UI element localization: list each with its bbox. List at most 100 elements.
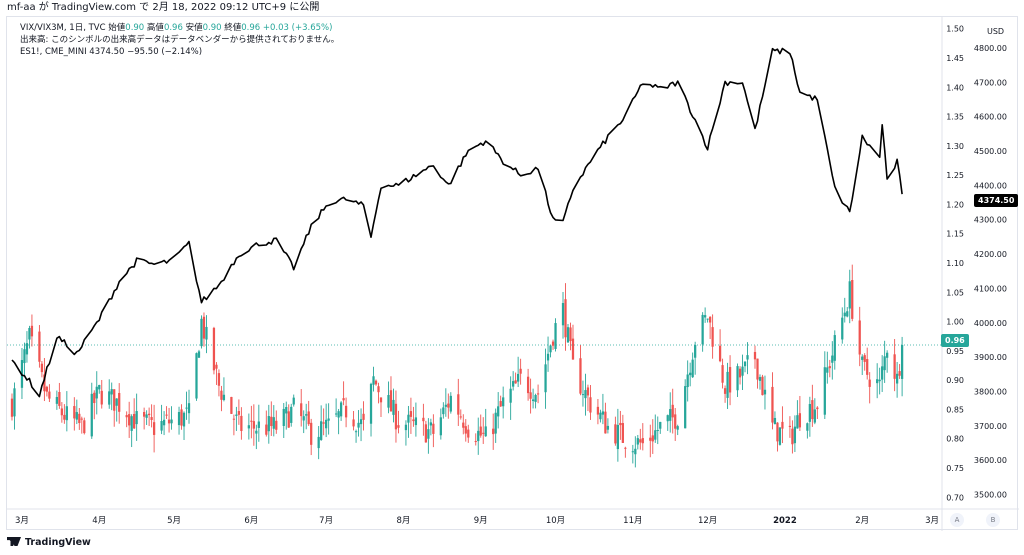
candle-body [202, 316, 206, 339]
es-tick-label: 4000.00 [974, 319, 1007, 328]
candle-body [649, 437, 652, 441]
candle-body [474, 441, 477, 443]
candle-body [143, 411, 146, 417]
candle-body [387, 395, 390, 408]
candle-body [220, 390, 223, 400]
candle-body [704, 315, 707, 318]
candle-body [531, 399, 535, 402]
candle-body [40, 363, 44, 373]
candle-body [257, 421, 260, 428]
candle-body [113, 389, 116, 411]
candle-body [409, 411, 413, 417]
time-tick-label: 3月 [15, 516, 29, 526]
candle-body [621, 423, 624, 443]
candle-body [492, 428, 495, 435]
candle-body [494, 412, 497, 434]
candle-body [761, 376, 764, 396]
candle-body [285, 407, 288, 414]
ratio-tick-label: 1.20 [946, 200, 964, 209]
candle-body [73, 406, 76, 419]
ratio-tick-label: 1.45 [946, 54, 964, 63]
es-tick-label: 3500.00 [974, 491, 1007, 500]
candle-body [217, 373, 221, 386]
candle-body [275, 420, 278, 430]
candle-body [728, 367, 732, 393]
currency-label[interactable]: USD [987, 27, 1004, 36]
candle-body [718, 345, 722, 362]
legend-open-value: 0.90 [125, 23, 145, 33]
ratio-last-price-tag: 0.96 [941, 334, 969, 347]
candle-body [484, 426, 487, 437]
candle-body [497, 406, 500, 417]
candle-body [317, 436, 320, 449]
candle-body [212, 327, 216, 371]
candle-body [195, 353, 198, 399]
currency-text: USD [987, 27, 1005, 36]
log-scale-button[interactable]: B [986, 513, 1000, 527]
candle-body [526, 376, 530, 394]
candle-body [669, 409, 672, 421]
candle-body [165, 414, 168, 416]
candle-body [200, 318, 203, 347]
candle-body [60, 408, 63, 416]
candle-body [477, 430, 480, 442]
candle-body [529, 392, 532, 399]
candle-body [571, 338, 575, 360]
candle-body [272, 417, 275, 429]
candle-body [235, 414, 238, 416]
candle-body [674, 414, 677, 429]
candle-body [900, 345, 904, 379]
candle-body [369, 383, 373, 424]
legend-compare-symbol: ES1!, CME_MINI [20, 47, 87, 57]
es-tick-label: 4100.00 [974, 284, 1007, 293]
candle-body [255, 430, 258, 434]
candle-body [282, 408, 285, 426]
es-tick-label: 4200.00 [974, 250, 1007, 259]
candle-body [624, 447, 627, 449]
candle-body [861, 356, 864, 360]
candle-body [128, 414, 131, 426]
candle-body [80, 418, 83, 420]
time-tick-label: 2022 [773, 516, 797, 526]
chart-canvas[interactable]: 0.70 0.75 0.80 0.85 0.90 0.95 1.00 1.05 1.10 1.15… [7, 17, 1019, 531]
legend-high-label: 高値 [146, 23, 164, 33]
candle-body [741, 366, 744, 376]
candle-body [863, 355, 866, 362]
candle-body [240, 415, 243, 432]
chart-frame[interactable]: 0.70 0.75 0.80 0.85 0.90 0.95 1.00 1.05 1.10 1.15… [6, 16, 1019, 531]
candle-body [868, 379, 871, 387]
es-tick-label: 4700.00 [974, 78, 1007, 87]
legend-high-value: 0.96 [163, 23, 183, 33]
candle-body [300, 403, 303, 417]
candle-body [337, 411, 340, 418]
candle-body [708, 316, 712, 323]
candle-body [771, 386, 774, 423]
candle-body [881, 366, 884, 380]
candle-body [232, 418, 236, 420]
candle-body [344, 405, 348, 418]
candle-body [170, 419, 173, 424]
ratio-tick-label: 1.00 [946, 318, 964, 327]
candle-body [876, 379, 879, 384]
time-tick-label: 5月 [167, 516, 181, 526]
candle-body [689, 372, 692, 376]
candle-body [215, 364, 218, 369]
es-tick-label: 4600.00 [974, 113, 1007, 122]
candle-body [726, 371, 729, 398]
candle-body [58, 392, 61, 406]
candle-body [886, 352, 889, 358]
candle-body [447, 403, 450, 408]
candle-body [791, 428, 794, 445]
candle-body [634, 448, 637, 455]
candle-body [639, 439, 642, 443]
candle-body [95, 386, 98, 399]
time-tick-label: 9月 [474, 516, 488, 526]
candle-body [811, 400, 814, 420]
candle-body [823, 367, 826, 415]
auto-scale-button[interactable]: A [950, 513, 964, 527]
candle-body [773, 417, 777, 425]
candle-body [270, 416, 273, 427]
es-tick-label: 3700.00 [974, 422, 1007, 431]
candle-body [167, 419, 171, 424]
candle-body [83, 420, 86, 434]
